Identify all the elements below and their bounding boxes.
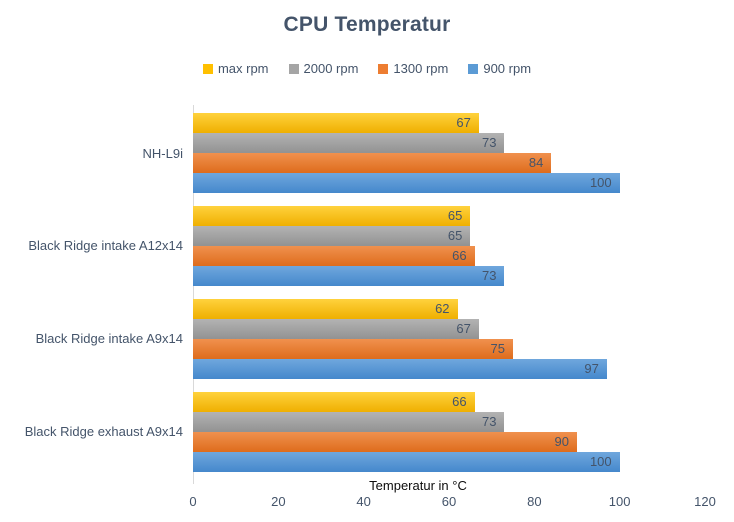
legend-label: max rpm — [217, 61, 269, 76]
x-tick-label: 80 — [527, 494, 542, 509]
bar-value-label: 65 — [447, 228, 463, 244]
category-label: Black Ridge intake A12x14 — [28, 238, 183, 254]
category-label: Black Ridge intake A9x14 — [35, 331, 183, 347]
bar-value-label: 66 — [452, 393, 467, 409]
bar-group: 65 65 66 73 — [193, 200, 705, 293]
x-tick-label: 100 — [608, 494, 631, 509]
bar-value-label: 73 — [481, 413, 497, 429]
bar-value-label: 65 — [447, 208, 463, 224]
bar-group: 66 73 90 100 — [193, 385, 705, 478]
x-tick-label: 60 — [441, 494, 457, 509]
bar-value-label: 75 — [490, 340, 505, 356]
category-labels: NH-L9i Black Ridge intake A12x14 Black Rid… — [0, 107, 193, 478]
bar-value-label: 97 — [584, 360, 599, 376]
x-tick-label: 20 — [271, 494, 286, 509]
legend-color-swatch — [468, 63, 479, 74]
bar-900-rpm: 73 — [193, 266, 505, 287]
legend-color-swatch — [202, 63, 213, 74]
legend-label: 900 rpm — [483, 61, 532, 76]
bar-value-label: 73 — [481, 268, 497, 284]
bar-900-rpm: 97 — [193, 358, 607, 379]
bar-1300-rpm: 66 — [193, 246, 475, 267]
legend-item-900-rpm: 900 rpm — [468, 61, 531, 76]
x-axis-title: Temperatur in °C — [369, 478, 467, 493]
bar-2000-rpm: 73 — [193, 411, 505, 432]
legend: max rpm 2000 rpm 1300 rpm 900 rpm — [0, 61, 734, 76]
bar-group: 62 67 75 97 — [193, 293, 705, 386]
legend-label: 2000 rpm — [303, 61, 359, 76]
bar-value-label: 62 — [435, 300, 450, 316]
bar-2000-rpm: 73 — [193, 133, 505, 154]
bar-value-label: 73 — [481, 135, 497, 151]
bar-max-rpm: 66 — [193, 391, 475, 412]
legend-item-max-rpm: max rpm — [202, 61, 269, 76]
bar-value-label: 90 — [554, 433, 569, 449]
legend-color-swatch — [288, 63, 299, 74]
plot-area: 67 73 84 100 65 65 66 73 62 67 75 97 66 73 90 100 — [193, 107, 705, 478]
x-tick-label: 0 — [189, 494, 197, 509]
legend-label: 1300 rpm — [393, 61, 449, 76]
bar-value-label: 67 — [456, 320, 471, 336]
category-label: Black Ridge exhaust A9x14 — [24, 423, 183, 439]
bar-900-rpm: 100 — [193, 451, 620, 472]
bar-group: 67 73 84 100 — [193, 107, 705, 200]
bar-value-label: 66 — [452, 248, 467, 264]
bar-value-label: 67 — [456, 115, 471, 131]
legend-color-swatch — [378, 63, 389, 74]
bar-max-rpm: 62 — [193, 298, 458, 319]
x-axis-ticks: 0 20 40 60 80 100 120 — [0, 494, 734, 512]
bar-value-label: 100 — [589, 175, 612, 191]
chart-title: CPU Temperatur — [283, 13, 451, 36]
bar-1300-rpm: 84 — [193, 153, 552, 174]
bar-2000-rpm: 67 — [193, 318, 479, 339]
category-label: NH-L9i — [142, 145, 183, 161]
chart-body: NH-L9i Black Ridge intake A12x14 Black Rid… — [0, 107, 734, 478]
bar-900-rpm: 100 — [193, 173, 620, 194]
bar-1300-rpm: 75 — [193, 338, 513, 359]
legend-item-1300-rpm: 1300 rpm — [378, 61, 448, 76]
bar-value-label: 84 — [528, 155, 544, 171]
value-axis-line — [193, 105, 194, 484]
bar-max-rpm: 67 — [193, 113, 479, 134]
legend-item-2000-rpm: 2000 rpm — [288, 61, 359, 76]
x-tick-label: 40 — [356, 494, 371, 509]
x-tick-label: 120 — [694, 494, 716, 509]
bar-value-label: 100 — [589, 453, 612, 469]
bar-1300-rpm: 90 — [193, 431, 577, 452]
bar-2000-rpm: 65 — [193, 226, 471, 247]
bar-max-rpm: 65 — [193, 206, 471, 227]
